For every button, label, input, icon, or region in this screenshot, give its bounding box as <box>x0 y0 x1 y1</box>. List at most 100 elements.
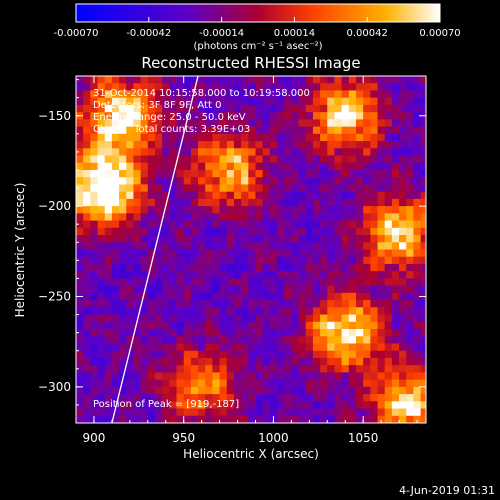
heatmap-cell <box>126 350 134 359</box>
heatmap-cell <box>97 249 106 258</box>
heatmap-cell <box>226 379 235 388</box>
heatmap-cell <box>298 336 307 344</box>
heatmap-cell <box>90 321 99 330</box>
heatmap-cell <box>262 314 271 323</box>
heatmap-cell <box>413 292 422 301</box>
heatmap-cell <box>255 292 264 301</box>
heatmap-cell <box>198 191 206 200</box>
heatmap-cell <box>169 242 178 250</box>
heatmap-cell <box>420 119 426 128</box>
heatmap-cell <box>320 401 328 410</box>
heatmap-cell <box>90 263 99 272</box>
heatmap-cell <box>320 97 328 106</box>
heatmap-cell <box>406 133 414 142</box>
heatmap-cell <box>198 386 206 395</box>
heatmap-cell <box>370 242 379 250</box>
heatmap-cell <box>377 242 386 250</box>
heatmap-cell <box>255 394 264 402</box>
heatmap-cell <box>420 401 426 410</box>
heatmap-cell <box>334 336 343 344</box>
heatmap-cell <box>291 263 300 272</box>
heatmap-cell <box>320 119 328 128</box>
heatmap-cell <box>190 97 199 106</box>
heatmap-cell <box>154 285 163 294</box>
heatmap-cell <box>233 90 242 99</box>
heatmap-cell <box>399 141 407 149</box>
heatmap-cell <box>327 184 335 193</box>
heatmap-cell <box>262 191 271 200</box>
heatmap-cell <box>162 271 170 279</box>
heatmap-cell <box>413 307 422 316</box>
heatmap-cell <box>183 307 192 316</box>
heatmap-cell <box>348 278 357 287</box>
heatmap-cell <box>126 242 134 250</box>
heatmap-cell <box>111 126 120 135</box>
heatmap-cell <box>277 307 285 316</box>
heatmap-cell <box>334 198 343 207</box>
heatmap-cell <box>147 133 156 142</box>
heatmap-cell <box>154 372 163 381</box>
heatmap-cell <box>320 90 328 99</box>
heatmap-cell <box>76 357 84 366</box>
heatmap-cell <box>140 169 149 178</box>
heatmap-cell <box>413 401 422 410</box>
heatmap-cell <box>119 307 127 316</box>
heatmap-cell <box>399 365 407 373</box>
heatmap-cell <box>190 379 199 388</box>
heatmap-cell <box>356 263 364 272</box>
heatmap-cell <box>384 126 393 135</box>
heatmap-cell <box>341 90 350 99</box>
heatmap-cell <box>104 314 113 323</box>
heatmap-cell <box>183 83 192 91</box>
heatmap-cell <box>277 90 285 99</box>
heatmap-cell <box>327 372 335 381</box>
heatmap-cell <box>248 133 256 142</box>
heatmap-cell <box>312 314 321 323</box>
heatmap-cell <box>312 97 321 106</box>
heatmap-cell <box>97 206 106 214</box>
heatmap-cell <box>348 401 357 410</box>
heatmap-cell <box>169 278 178 287</box>
heatmap-cell <box>298 249 307 258</box>
heatmap-cell <box>341 112 350 120</box>
heatmap-cell <box>305 307 314 316</box>
heatmap-cell <box>363 271 371 279</box>
heatmap-cell <box>162 133 170 142</box>
heatmap-cell <box>154 198 163 207</box>
heatmap-cell <box>377 271 386 279</box>
heatmap-cell <box>399 314 407 323</box>
heatmap-cell <box>420 300 426 308</box>
heatmap-cell <box>212 83 221 91</box>
heatmap-cell <box>205 401 213 410</box>
heatmap-cell <box>212 133 221 142</box>
heatmap-cell <box>169 112 178 120</box>
heatmap-cell <box>413 191 422 200</box>
heatmap-cell <box>312 198 321 207</box>
heatmap-cell <box>111 141 120 149</box>
heatmap-cell <box>399 220 407 229</box>
heatmap-cell <box>391 401 400 410</box>
heatmap-cell <box>111 90 120 99</box>
heatmap-cell <box>262 198 271 207</box>
heatmap-cell <box>377 119 386 128</box>
heatmap-cell <box>406 357 414 366</box>
heatmap-cell <box>391 220 400 229</box>
heatmap-cell <box>176 343 185 352</box>
heatmap-cell <box>384 285 393 294</box>
heatmap-cell <box>384 184 393 193</box>
heatmap-cell <box>356 177 364 185</box>
heatmap-cell <box>277 126 285 135</box>
heatmap-cell <box>190 292 199 301</box>
heatmap-cell <box>341 256 350 265</box>
heatmap-cell <box>291 90 300 99</box>
heatmap-cell <box>111 220 120 229</box>
heatmap-cell <box>183 119 192 128</box>
heatmap-cell <box>348 314 357 323</box>
heatmap-cell <box>377 76 386 84</box>
heatmap-cell <box>90 184 99 193</box>
heatmap-cell <box>298 278 307 287</box>
heatmap-cell <box>111 227 120 236</box>
heatmap-cell <box>341 329 350 337</box>
heatmap-cell <box>176 90 185 99</box>
heatmap-cell <box>219 263 228 272</box>
